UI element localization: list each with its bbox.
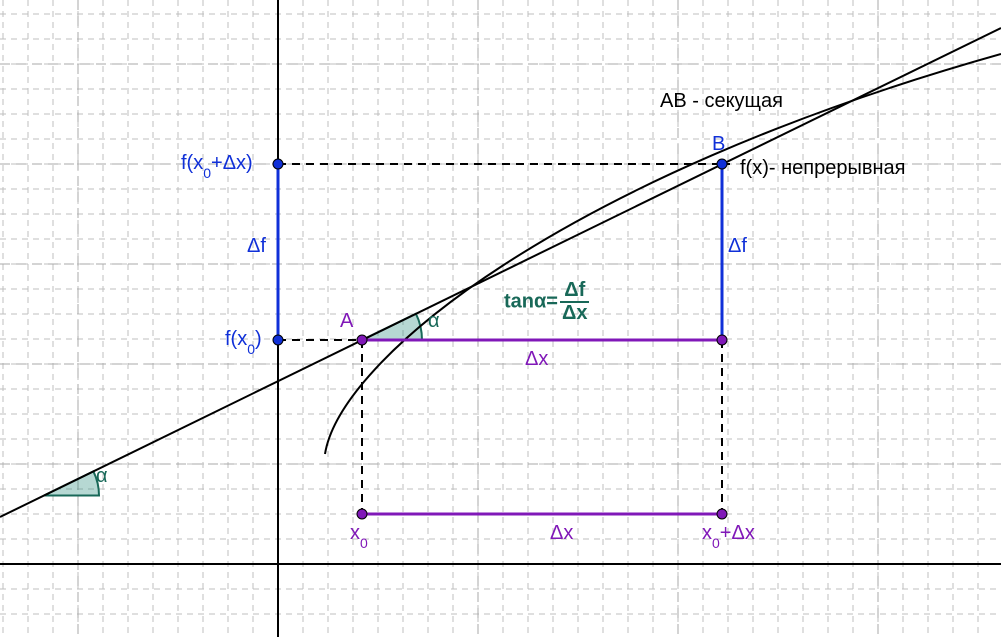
label-fy0dx: f(x0+Δx) xyxy=(181,152,253,177)
label-formula: tanα= Δf Δx xyxy=(504,280,589,324)
label-x0: x0 xyxy=(350,522,368,547)
label-secant: AB - секущая xyxy=(660,90,783,113)
label-B: B xyxy=(712,133,725,156)
label-dx-bot: Δx xyxy=(550,522,573,545)
formula-pre: tanα= xyxy=(504,290,558,312)
label-fy0: f(x0) xyxy=(225,328,262,353)
formula-frac: Δf Δx xyxy=(560,280,590,324)
label-x0dx: x0+Δx xyxy=(702,522,755,547)
diagram-stage: { "canvas": { "width": 1001, "height": 6… xyxy=(0,0,1001,637)
formula-den: Δx xyxy=(560,303,590,324)
diagram-svg xyxy=(0,0,1001,637)
label-df-left: Δf xyxy=(247,235,266,258)
label-alpha-o: α xyxy=(96,465,108,488)
label-alpha-a: α xyxy=(428,310,440,333)
formula-num: Δf xyxy=(560,280,590,303)
label-df-right: Δf xyxy=(728,235,747,258)
label-dx-top: Δx xyxy=(525,348,548,371)
label-fx: f(x)- непрерывная xyxy=(740,157,905,180)
label-A: A xyxy=(340,310,353,333)
